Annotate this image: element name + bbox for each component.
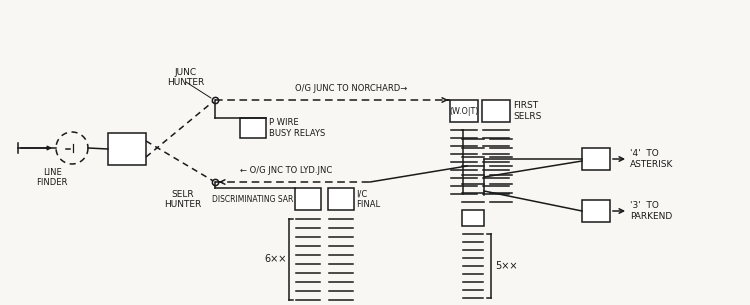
Text: 6××: 6××	[265, 254, 287, 264]
Bar	[328, 188, 354, 210]
Text: O/G JUNC TO NORCHARD→: O/G JUNC TO NORCHARD→	[295, 84, 407, 93]
Text: ← O/G JNC TO LYD.JNC: ← O/G JNC TO LYD.JNC	[240, 166, 332, 175]
Text: I/C
FINAL: I/C FINAL	[356, 189, 380, 209]
Text: SELR
HUNTER: SELR HUNTER	[164, 190, 202, 210]
Text: '3'  TO
PARKEND: '3' TO PARKEND	[630, 201, 672, 221]
Bar	[450, 100, 478, 122]
Text: LINE
FINDER: LINE FINDER	[36, 168, 68, 187]
Bar	[582, 148, 610, 170]
Bar	[295, 188, 321, 210]
Text: 5××: 5××	[495, 261, 517, 271]
Text: '4'  TO
ASTERISK: '4' TO ASTERISK	[630, 149, 674, 169]
Text: P WIRE
BUSY RELAYS: P WIRE BUSY RELAYS	[269, 118, 326, 138]
Bar	[462, 210, 484, 226]
Bar	[240, 118, 266, 138]
Text: FIRST
SELRS: FIRST SELRS	[513, 101, 542, 121]
Bar	[582, 200, 610, 222]
Text: (W.O|T): (W.O|T)	[449, 106, 478, 116]
Text: JUNC
HUNTER: JUNC HUNTER	[167, 68, 205, 88]
Bar	[482, 100, 510, 122]
Text: DISCRIMINATING SAR: DISCRIMINATING SAR	[211, 195, 293, 203]
Bar	[108, 133, 146, 165]
